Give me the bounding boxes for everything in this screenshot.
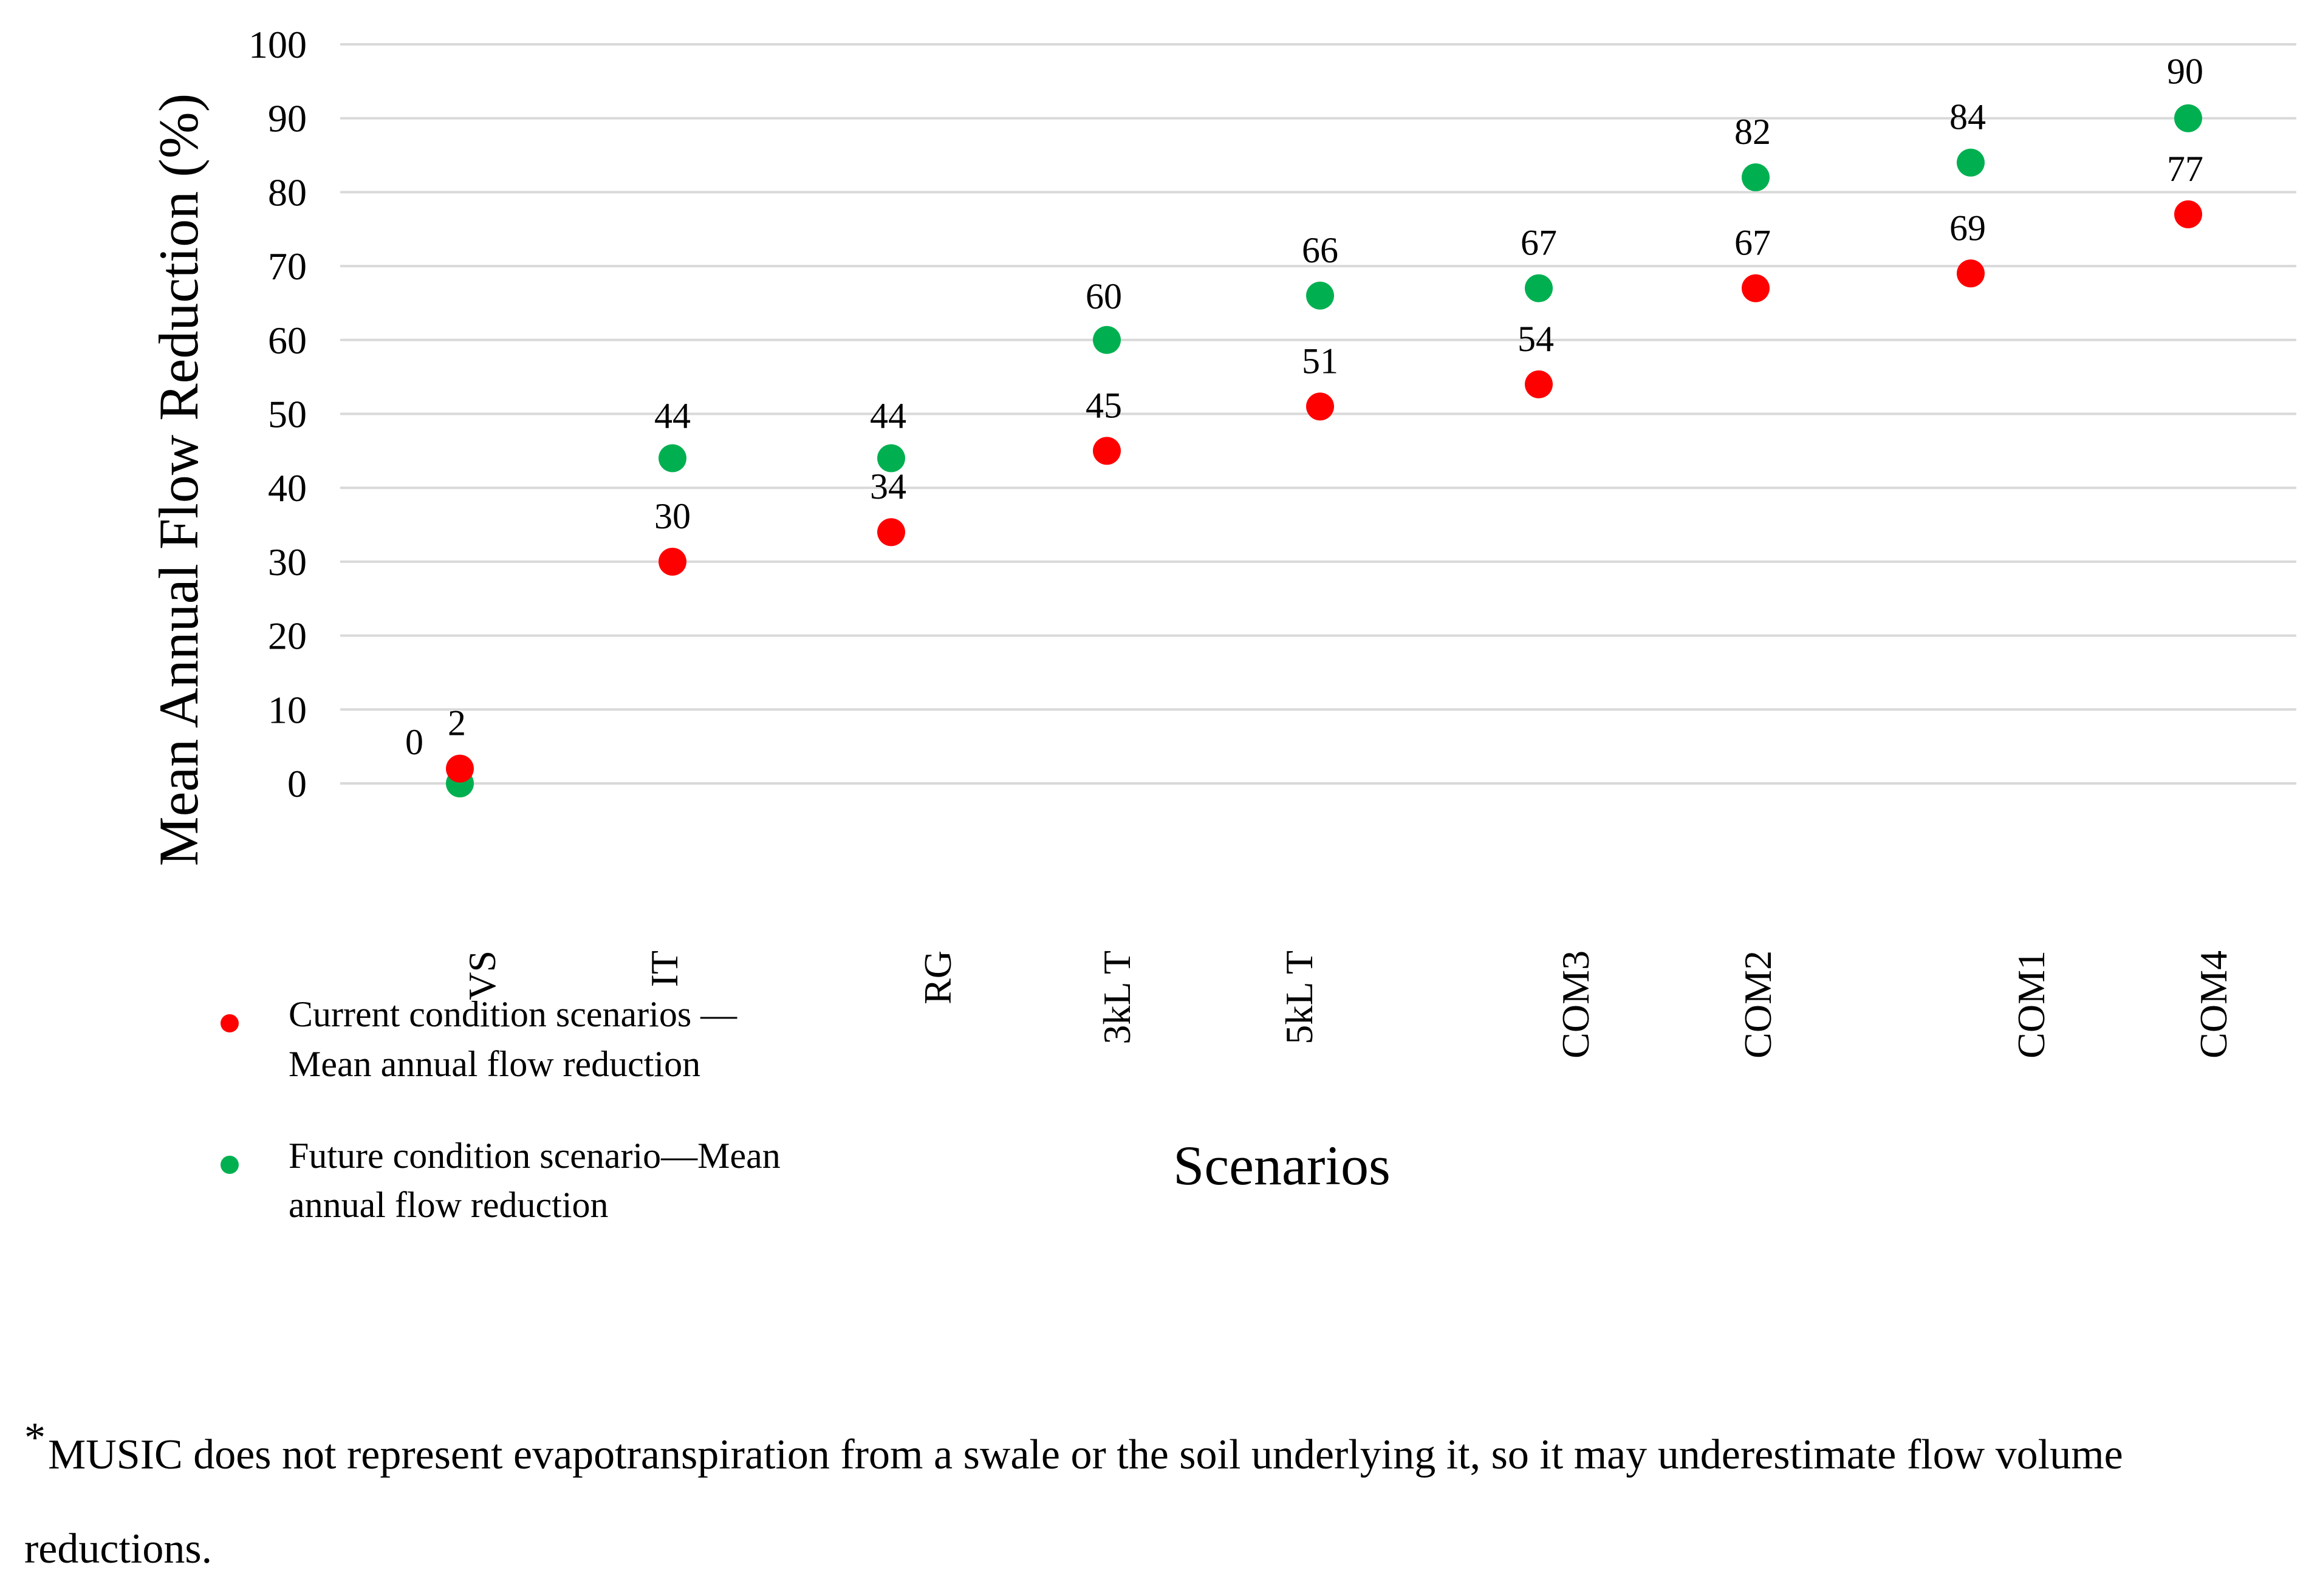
data-label-current: 51 [1302, 341, 1338, 381]
point-future [1957, 148, 1985, 177]
data-label-current: 54 [1518, 319, 1554, 359]
x-axis-title: Scenarios [1173, 1134, 1391, 1196]
y-axis-title: Mean Annual Flow Reduction (%) [148, 94, 210, 866]
point-future [1306, 281, 1334, 310]
scatter-chart: 0 10 20 30 40 50 60 70 80 90 100 0 44 44 60 66 67 82 84 90… [148, 23, 2296, 1225]
footnote-marker: * [24, 1414, 46, 1461]
data-points [446, 104, 2202, 797]
y-tick-label: 50 [268, 393, 307, 436]
data-labels: 0 44 44 60 66 67 82 84 90 2 30 34 45 51 54 67 69 77 [405, 52, 2203, 762]
y-tick-label: 20 [268, 615, 307, 658]
point-current [1957, 259, 1985, 288]
data-label-future: 60 [1086, 276, 1122, 316]
footnote-text: MUSIC does not represent evapotranspirat… [24, 1431, 2123, 1572]
x-category-label: 5kL T [1278, 950, 1321, 1045]
y-tick-label: 30 [268, 541, 307, 584]
point-future [2174, 104, 2202, 132]
x-category-label: VS [460, 950, 504, 1000]
legend-label-current-line1: Current condition scenarios — [289, 994, 737, 1034]
x-category-label: COM4 [2192, 950, 2235, 1059]
point-current [1306, 392, 1334, 421]
point-current [446, 754, 474, 783]
data-label-current: 77 [2167, 149, 2203, 189]
y-tick-label: 40 [268, 466, 307, 510]
point-current [659, 547, 686, 576]
x-category-label: COM2 [1736, 950, 1779, 1059]
data-label-future: 0 [405, 722, 423, 762]
footnote: *MUSIC does not represent evapotranspira… [24, 1391, 2296, 1596]
data-label-current: 2 [448, 703, 466, 743]
y-tick-label: 10 [268, 688, 307, 731]
legend-label-current-line2: Mean annual flow reduction [289, 1044, 700, 1084]
legend-item-future: Future condition scenario—Mean annual fl… [221, 1136, 781, 1225]
point-current [1525, 370, 1553, 398]
data-label-current: 45 [1086, 385, 1122, 425]
legend-item-current: Current condition scenarios — Mean annua… [221, 994, 737, 1084]
point-future [659, 444, 686, 472]
x-category-label: RG [916, 950, 959, 1004]
legend-marker-current [221, 1014, 239, 1032]
data-label-future: 44 [870, 396, 906, 436]
point-future [877, 444, 905, 472]
data-label-current: 34 [870, 466, 906, 506]
x-category-label: IT [643, 950, 686, 987]
data-label-future: 67 [1521, 223, 1557, 263]
data-label-current: 67 [1734, 223, 1771, 263]
x-category-label: COM1 [2010, 950, 2053, 1059]
legend-marker-future [221, 1156, 239, 1174]
x-category-label: COM3 [1554, 950, 1597, 1059]
data-label-current: 69 [1949, 208, 1986, 248]
x-category-labels: VS IT RG 3kL T 5kL T COM3 COM2 COM1 COM4 [460, 950, 2235, 1059]
point-current [1093, 437, 1121, 465]
y-tick-label: 60 [268, 319, 307, 362]
data-label-future: 84 [1949, 97, 1986, 137]
data-label-future: 90 [2167, 52, 2203, 92]
point-current [1742, 274, 1770, 302]
y-tick-label: 90 [268, 97, 307, 140]
y-tick-label: 100 [248, 23, 307, 66]
data-label-future: 66 [1302, 230, 1338, 270]
data-label-current: 30 [654, 496, 691, 536]
y-tick-labels: 0 10 20 30 40 50 60 70 80 90 100 [248, 23, 307, 805]
point-current [2174, 200, 2202, 228]
y-tick-label: 0 [287, 762, 307, 805]
point-future [1742, 163, 1770, 192]
point-future [1525, 274, 1553, 302]
legend-label-future-line2: annual flow reduction [289, 1185, 609, 1225]
y-tick-label: 70 [268, 245, 307, 288]
point-current [877, 518, 905, 547]
y-tick-label: 80 [268, 171, 307, 214]
point-future [1093, 326, 1121, 354]
legend-label-future-line1: Future condition scenario—Mean [289, 1136, 781, 1176]
data-label-future: 82 [1734, 112, 1771, 152]
x-category-label: 3kL T [1095, 950, 1138, 1045]
legend: Current condition scenarios — Mean annua… [221, 994, 781, 1225]
data-label-future: 44 [654, 396, 691, 436]
